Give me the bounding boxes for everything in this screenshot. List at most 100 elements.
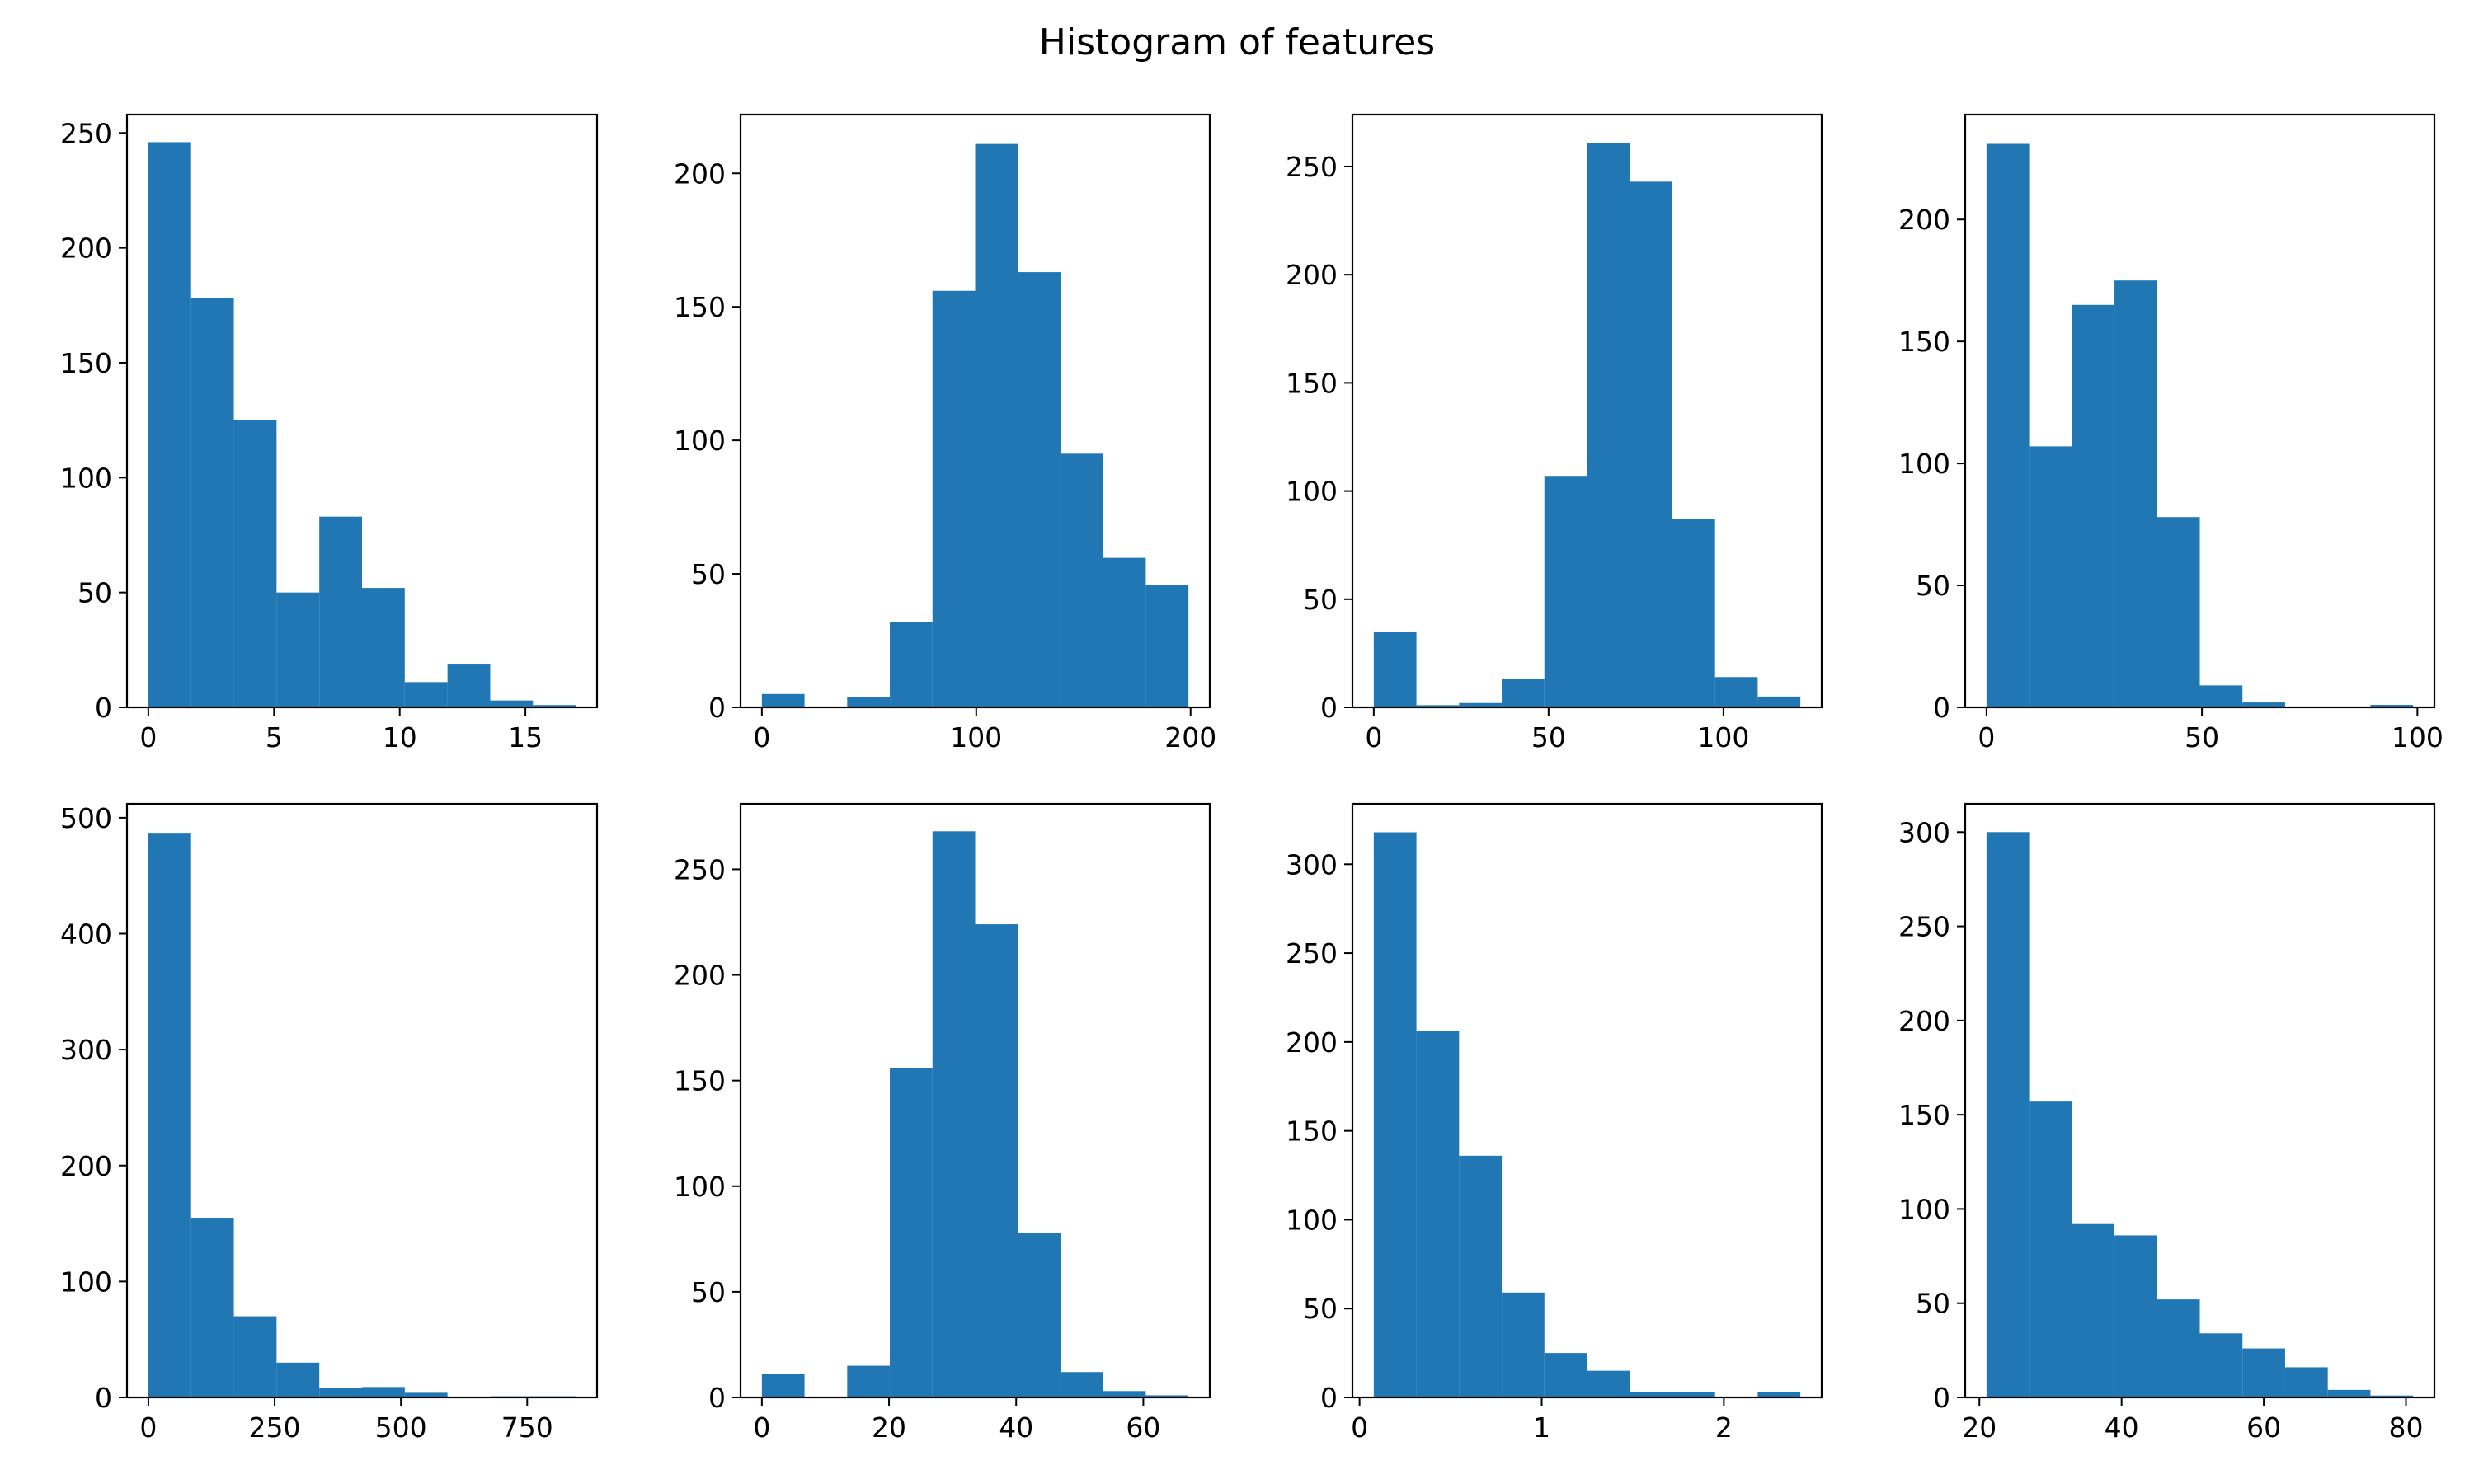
x-tick-label: 60 — [1126, 1411, 1160, 1444]
histogram-bar — [1587, 1370, 1630, 1397]
y-tick-label: 200 — [674, 960, 726, 992]
y-tick-label: 500 — [60, 802, 112, 834]
y-tick-label: 150 — [1898, 1099, 1950, 1131]
histogram-bar — [1502, 1292, 1545, 1397]
axes-frame — [739, 113, 1211, 709]
histogram-bar — [932, 831, 976, 1397]
histogram-bar — [362, 1387, 405, 1397]
histogram-bar — [1672, 1392, 1715, 1397]
histogram-bar — [319, 1388, 362, 1397]
y-tick-label: 100 — [674, 425, 726, 457]
y-tick-label: 0 — [1320, 1382, 1338, 1414]
y-tick-label: 300 — [1898, 816, 1950, 848]
y-tick-label: 50 — [1303, 1293, 1338, 1325]
histogram-bar — [190, 298, 234, 707]
x-tick-label: 0 — [1351, 1411, 1368, 1444]
y-tick-label: 0 — [708, 692, 726, 724]
histogram-panel-3: 0 50 100 0 50 100 150 200 250 — [1286, 113, 1823, 754]
y-tick-label: 100 — [1898, 1193, 1950, 1225]
y-tick-label: 250 — [1286, 151, 1338, 183]
histogram-bar — [1757, 696, 1801, 707]
histogram-bar — [2157, 1299, 2200, 1397]
histogram-bar — [362, 588, 405, 707]
histogram-bar — [1373, 632, 1417, 707]
histogram-bar — [1459, 702, 1503, 707]
x-tick-label: 15 — [508, 721, 543, 754]
histogram-bar — [1145, 1395, 1189, 1397]
histogram-bar — [1587, 143, 1630, 708]
histogram-panel-7: 0 1 2 0 50 100 150 200 250 300 — [1286, 802, 1823, 1444]
histogram-bar — [1416, 1031, 1460, 1397]
y-tick-label: 100 — [674, 1171, 726, 1203]
axes-frame — [739, 802, 1211, 1399]
histogram-bar — [2199, 685, 2243, 707]
histogram-bar — [1986, 143, 2030, 707]
histogram-bar — [276, 1362, 320, 1397]
y-tick-label: 250 — [60, 117, 112, 149]
x-tick-label: 10 — [383, 721, 417, 754]
histogram-bar — [890, 622, 933, 707]
histogram-bar — [2327, 1389, 2371, 1397]
y-tick-label: 50 — [691, 1276, 726, 1308]
histogram-bar — [2242, 702, 2285, 707]
y-tick-label: 100 — [60, 462, 112, 494]
y-tick-label: 300 — [1286, 848, 1338, 881]
histogram-bar — [975, 924, 1018, 1397]
y-tick-label: 0 — [708, 1382, 726, 1414]
y-tick-label: 200 — [1286, 1026, 1338, 1059]
histogram-bar — [1373, 832, 1417, 1397]
histogram-panel-6: 0 20 40 60 0 50 100 150 200 250 — [674, 802, 1211, 1444]
histogram-bar — [1145, 585, 1189, 707]
histogram-bar — [1416, 705, 1460, 707]
histogram-bar — [233, 1316, 277, 1397]
y-tick-label: 250 — [674, 853, 726, 885]
axes-frame — [1964, 802, 2436, 1399]
x-tick-label: 250 — [249, 1411, 301, 1444]
y-tick-label: 200 — [674, 157, 726, 190]
x-tick-label: 50 — [2185, 721, 2219, 754]
y-tick-label: 0 — [95, 692, 112, 724]
x-tick-label: 0 — [753, 1411, 770, 1444]
histogram-bar — [276, 592, 320, 707]
axes-frame — [1351, 802, 1823, 1399]
histogram-bar — [2157, 517, 2200, 707]
x-tick-label: 60 — [2246, 1411, 2281, 1444]
y-tick-label: 150 — [674, 1065, 726, 1097]
histogram-bar — [2029, 1101, 2072, 1397]
axes-frame — [1351, 113, 1823, 709]
histogram-bar — [148, 833, 191, 1397]
x-tick-label: 0 — [139, 721, 157, 754]
histogram-bar — [1459, 1155, 1503, 1397]
x-tick-label: 5 — [266, 721, 283, 754]
histogram-bar — [319, 516, 362, 707]
x-tick-label: 80 — [2389, 1411, 2424, 1444]
histogram-bar — [2114, 280, 2157, 707]
y-tick-label: 100 — [60, 1266, 112, 1298]
x-tick-label: 0 — [139, 1411, 157, 1444]
histogram-bar — [404, 682, 448, 707]
histogram-bar — [847, 1365, 891, 1397]
histogram-bar — [1103, 557, 1146, 707]
x-tick-label: 750 — [501, 1411, 553, 1444]
histogram-panel-2: 0 100 200 0 50 100 150 200 — [674, 113, 1216, 754]
histogram-bar — [533, 705, 576, 707]
y-tick-label: 250 — [1286, 937, 1338, 970]
histogram-bar — [1672, 519, 1715, 707]
y-tick-label: 100 — [1286, 476, 1338, 508]
y-tick-label: 150 — [60, 347, 112, 379]
y-tick-label: 150 — [674, 291, 726, 323]
histogram-bar — [490, 700, 534, 707]
x-tick-label: 20 — [872, 1411, 906, 1444]
y-tick-label: 200 — [60, 232, 112, 265]
histogram-bar — [190, 1218, 234, 1397]
y-tick-label: 150 — [1286, 1115, 1338, 1148]
figure-title: Histogram of features — [1038, 21, 1436, 63]
x-tick-label: 0 — [753, 721, 770, 754]
y-tick-label: 400 — [60, 918, 112, 951]
y-tick-label: 200 — [60, 1150, 112, 1182]
x-tick-label: 500 — [375, 1411, 427, 1444]
histogram-bar — [233, 420, 277, 707]
histogram-bar — [1630, 181, 1672, 708]
x-tick-label: 1 — [1533, 1411, 1550, 1444]
